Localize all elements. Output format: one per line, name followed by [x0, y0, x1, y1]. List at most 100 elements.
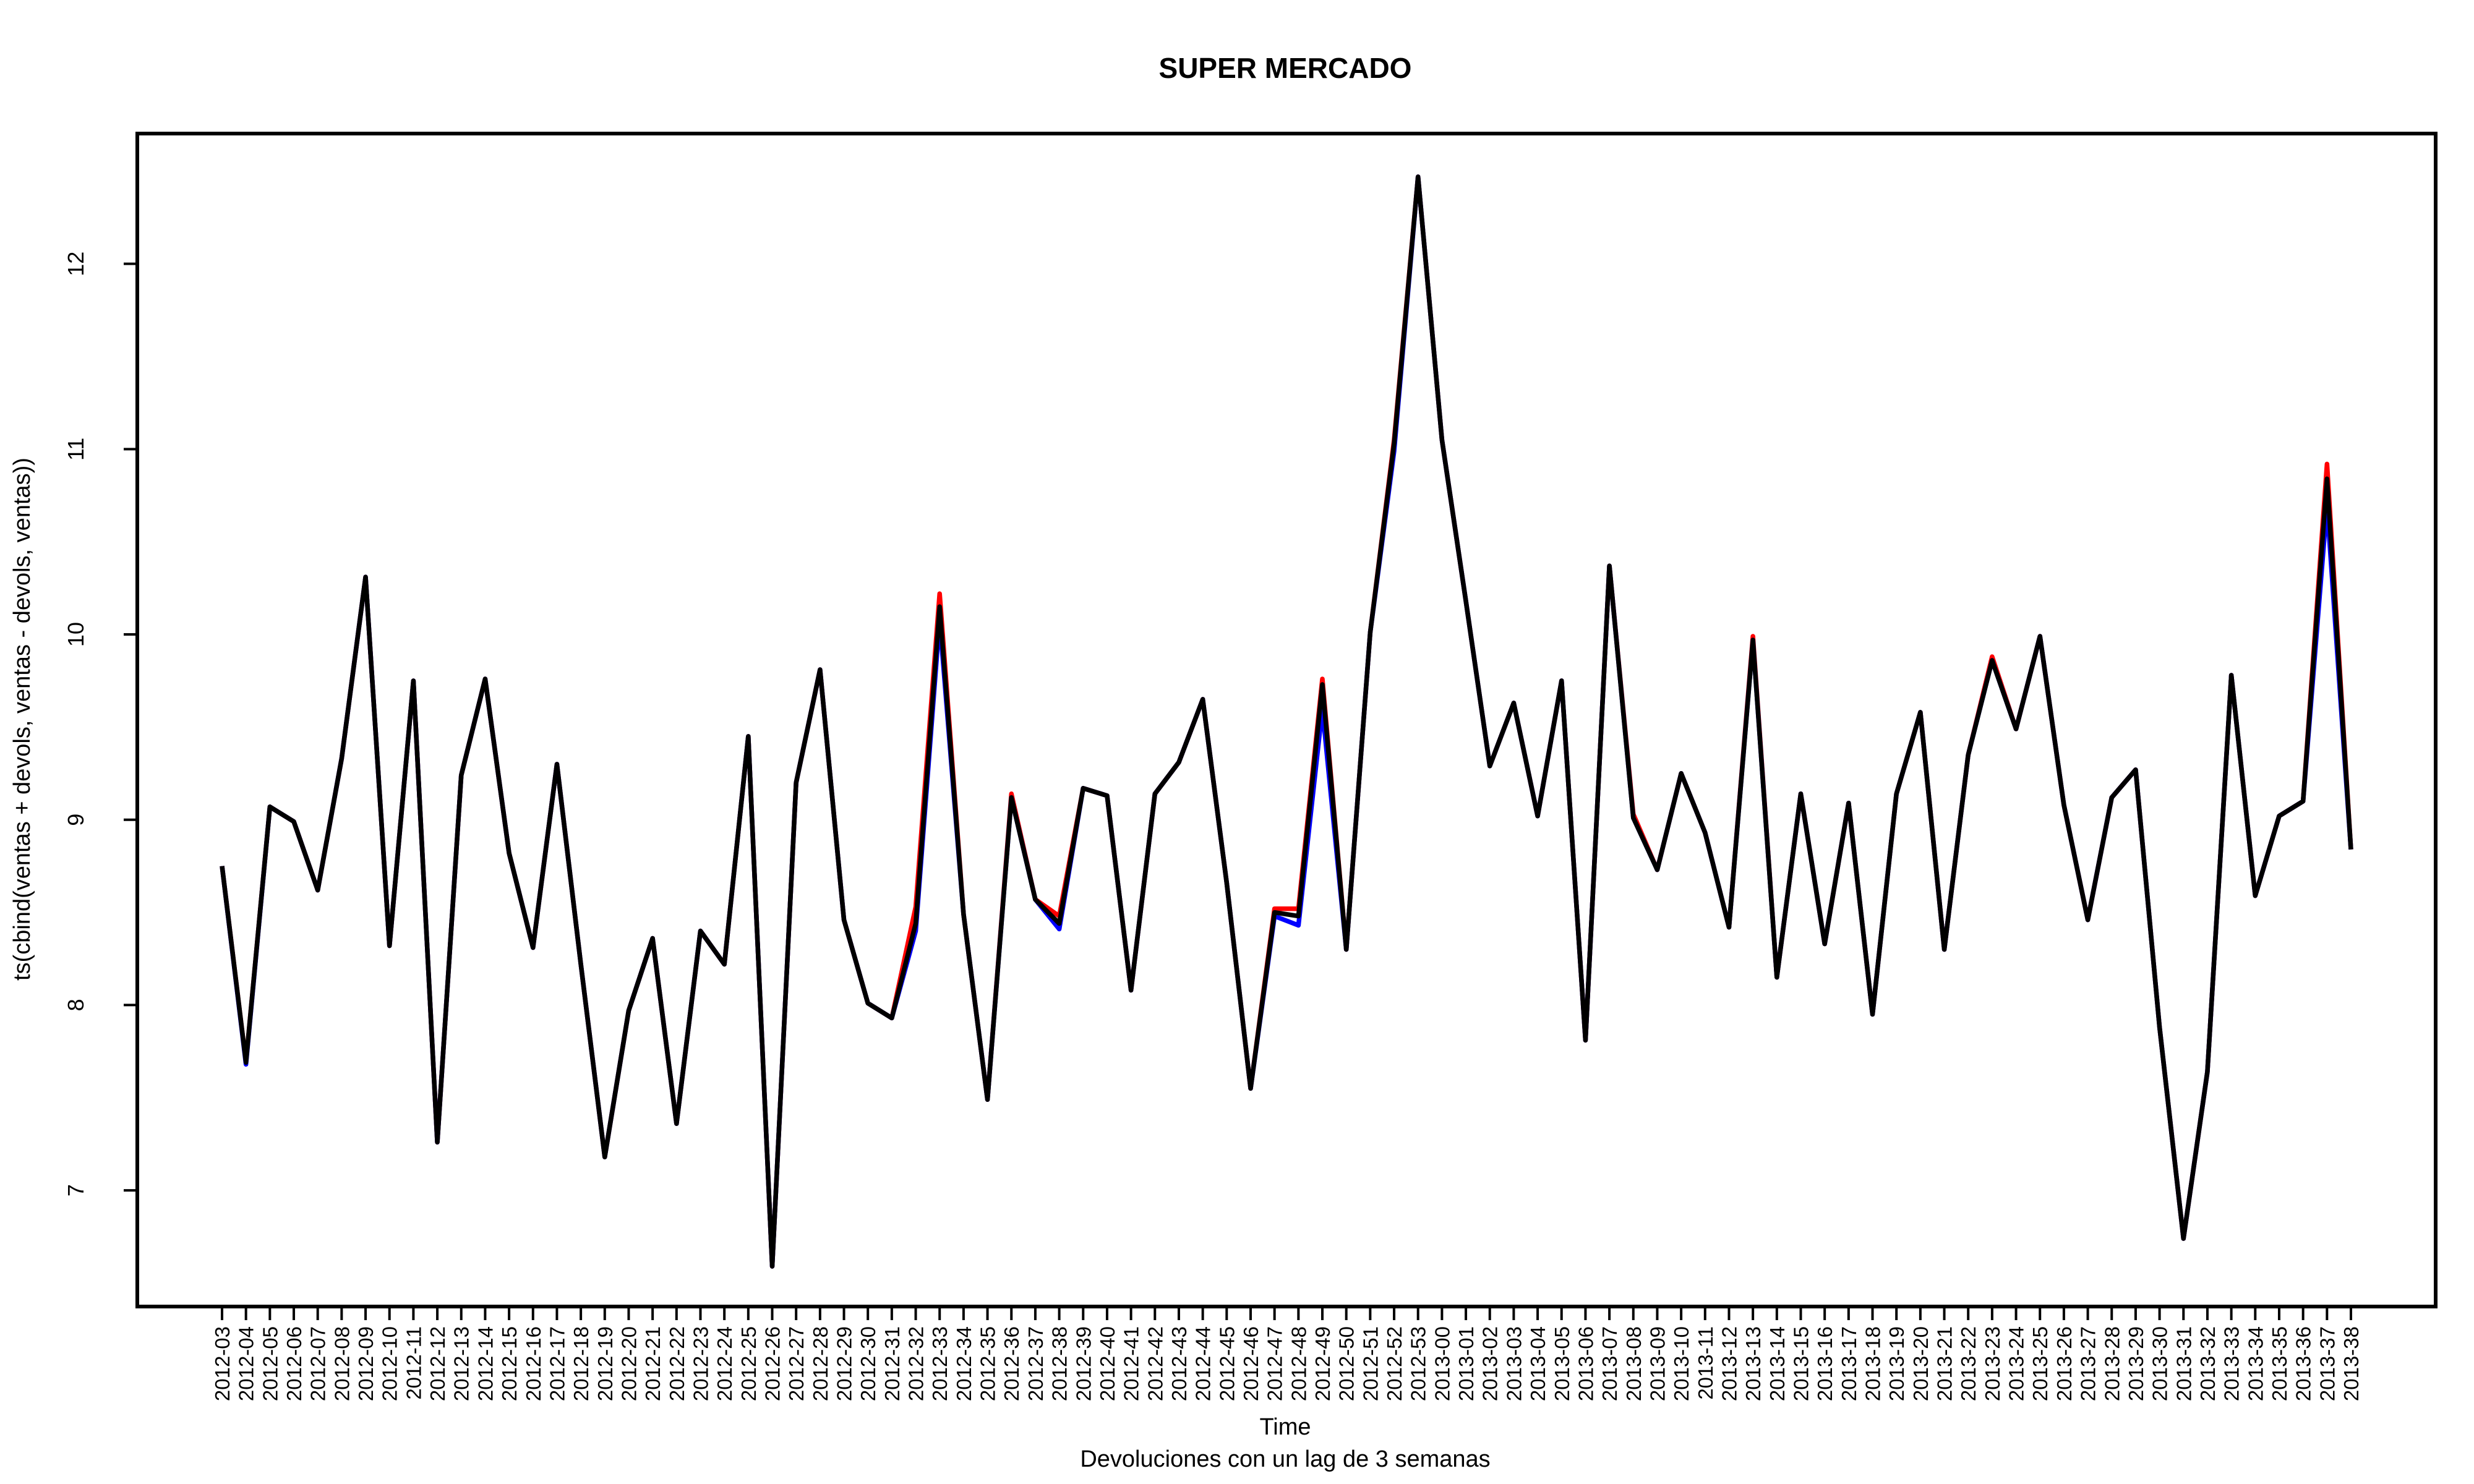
- x-tick-label: 2012-40: [1096, 1326, 1119, 1401]
- x-tick-label: 2013-02: [1479, 1326, 1502, 1401]
- x-tick-label: 2013-00: [1431, 1326, 1453, 1401]
- x-tick-label: 2012-22: [666, 1326, 688, 1401]
- x-tick-label: 2013-11: [1694, 1326, 1717, 1400]
- x-tick-label: 2013-29: [2125, 1326, 2147, 1401]
- x-tick-label: 2013-28: [2100, 1326, 2123, 1401]
- x-tick-label: 2013-32: [2196, 1326, 2219, 1401]
- x-tick-label: 2012-07: [307, 1326, 330, 1401]
- x-tick-label: 2012-34: [952, 1326, 975, 1401]
- y-tick-label: 8: [63, 999, 88, 1011]
- x-tick-label: 2012-04: [235, 1326, 258, 1401]
- y-tick-label: 11: [63, 438, 88, 461]
- x-tick-label: 2012-35: [977, 1326, 999, 1401]
- x-tick-label: 2013-31: [2172, 1326, 2195, 1401]
- x-tick-label: 2012-45: [1215, 1326, 1238, 1401]
- x-tick-label: 2013-08: [1622, 1326, 1645, 1401]
- chart-title: SUPER MERCADO: [1159, 52, 1412, 84]
- x-tick-label: 2012-47: [1264, 1326, 1286, 1401]
- x-tick-label: 2012-23: [689, 1326, 712, 1401]
- x-tick-label: 2012-46: [1239, 1326, 1262, 1401]
- x-tick-label: 2013-06: [1574, 1326, 1597, 1401]
- x-tick-label: 2012-49: [1311, 1326, 1334, 1401]
- x-tick-label: 2013-38: [2340, 1326, 2363, 1401]
- x-tick-label: 2013-03: [1502, 1326, 1525, 1401]
- line-series: [220, 174, 2353, 1269]
- x-tick-label: 2012-24: [713, 1326, 736, 1401]
- x-tick-label: 2013-04: [1526, 1326, 1549, 1401]
- x-tick-label: 2012-50: [1335, 1326, 1358, 1401]
- x-tick-label: 2012-28: [809, 1326, 832, 1401]
- x-tick-label: 2013-05: [1551, 1326, 1573, 1401]
- x-tick-label: 2012-05: [259, 1326, 281, 1401]
- x-tick-label: 2012-13: [450, 1326, 473, 1401]
- y-tick-label: 12: [63, 252, 88, 276]
- x-tick-label: 2012-53: [1407, 1326, 1430, 1401]
- x-tick-label: 2012-10: [379, 1326, 401, 1401]
- x-tick-label: 2013-01: [1455, 1326, 1478, 1401]
- x-tick-label: 2012-38: [1048, 1326, 1071, 1401]
- x-tick-label: 2013-23: [1981, 1326, 2004, 1401]
- x-tick-label: 2013-09: [1646, 1326, 1669, 1401]
- x-tick-label: 2013-34: [2244, 1326, 2267, 1401]
- x-tick-label: 2012-06: [283, 1326, 306, 1401]
- x-tick-label: 2013-22: [1957, 1326, 1980, 1401]
- x-tick-label: 2012-21: [641, 1326, 664, 1401]
- x-tick-label: 2012-39: [1072, 1326, 1095, 1401]
- x-tick-label: 2013-37: [2316, 1326, 2339, 1401]
- x-tick-label: 2013-35: [2268, 1326, 2291, 1401]
- x-tick-label: 2012-18: [570, 1326, 593, 1401]
- x-tick-label: 2012-52: [1383, 1326, 1406, 1401]
- x-tick-label: 2013-19: [1885, 1326, 1908, 1401]
- x-tick-label: 2013-17: [1838, 1326, 1860, 1401]
- x-tick-label: 2012-11: [402, 1326, 425, 1400]
- x-tick-label: 2012-03: [211, 1326, 234, 1401]
- x-axis-label: Time: [1259, 1414, 1311, 1440]
- x-tick-label: 2012-44: [1192, 1326, 1215, 1401]
- x-tick-label: 2013-18: [1862, 1326, 1885, 1401]
- x-tick-label: 2012-43: [1168, 1326, 1191, 1401]
- x-tick-label: 2012-25: [737, 1326, 760, 1401]
- x-tick-label: 2012-15: [498, 1326, 521, 1401]
- x-tick-label: 2013-25: [2029, 1326, 2052, 1401]
- y-tick-label: 9: [63, 814, 88, 826]
- x-tick-label: 2012-09: [354, 1326, 377, 1401]
- x-tick-label: 2013-36: [2292, 1326, 2315, 1401]
- x-tick-label: 2012-12: [426, 1326, 449, 1401]
- x-tick-label: 2013-21: [1933, 1326, 1956, 1401]
- x-tick-label: 2012-27: [785, 1326, 808, 1401]
- x-tick-label: 2012-20: [617, 1326, 640, 1401]
- x-tick-label: 2013-30: [2149, 1326, 2172, 1401]
- x-tick-label: 2013-13: [1742, 1326, 1765, 1401]
- x-tick-label: 2012-17: [546, 1326, 568, 1401]
- x-tick-label: 2012-48: [1287, 1326, 1310, 1401]
- x-tick-label: 2012-19: [594, 1326, 617, 1401]
- y-axis-label: ts(cbind(ventas + devols, ventas - devol…: [9, 458, 35, 981]
- x-tick-label: 2012-14: [474, 1326, 497, 1401]
- x-tick-label: 2013-15: [1789, 1326, 1812, 1401]
- x-tick-label: 2012-16: [522, 1326, 545, 1401]
- x-tick-label: 2013-24: [2005, 1326, 2028, 1401]
- x-tick-label: 2012-32: [905, 1326, 928, 1401]
- x-tick-label: 2013-33: [2220, 1326, 2243, 1401]
- x-tick-label: 2012-41: [1120, 1326, 1143, 1401]
- x-tick-label: 2012-51: [1359, 1326, 1382, 1401]
- plot-frame: [135, 132, 2438, 1308]
- x-tick-label: 2013-10: [1670, 1326, 1693, 1401]
- x-tick-label: 2013-26: [2053, 1326, 2076, 1401]
- x-tick-label: 2013-27: [2077, 1326, 2100, 1401]
- x-tick-label: 2012-42: [1144, 1326, 1166, 1401]
- x-tick-label: 2012-26: [761, 1326, 784, 1401]
- subtitle: Devoluciones con un lag de 3 semanas: [1080, 1446, 1490, 1472]
- x-tick-label: 2012-37: [1024, 1326, 1047, 1401]
- x-tick-label: 2012-33: [928, 1326, 951, 1401]
- x-tick-label: 2012-29: [833, 1326, 856, 1401]
- x-tick-label: 2012-30: [857, 1326, 880, 1401]
- x-tick-label: 2013-16: [1813, 1326, 1836, 1401]
- x-tick-label: 2012-08: [330, 1326, 353, 1401]
- x-tick-label: 2013-20: [1909, 1326, 1932, 1401]
- y-tick-label: 7: [63, 1184, 88, 1196]
- x-tick-label: 2012-36: [1000, 1326, 1023, 1401]
- x-tick-label: 2013-14: [1766, 1326, 1789, 1401]
